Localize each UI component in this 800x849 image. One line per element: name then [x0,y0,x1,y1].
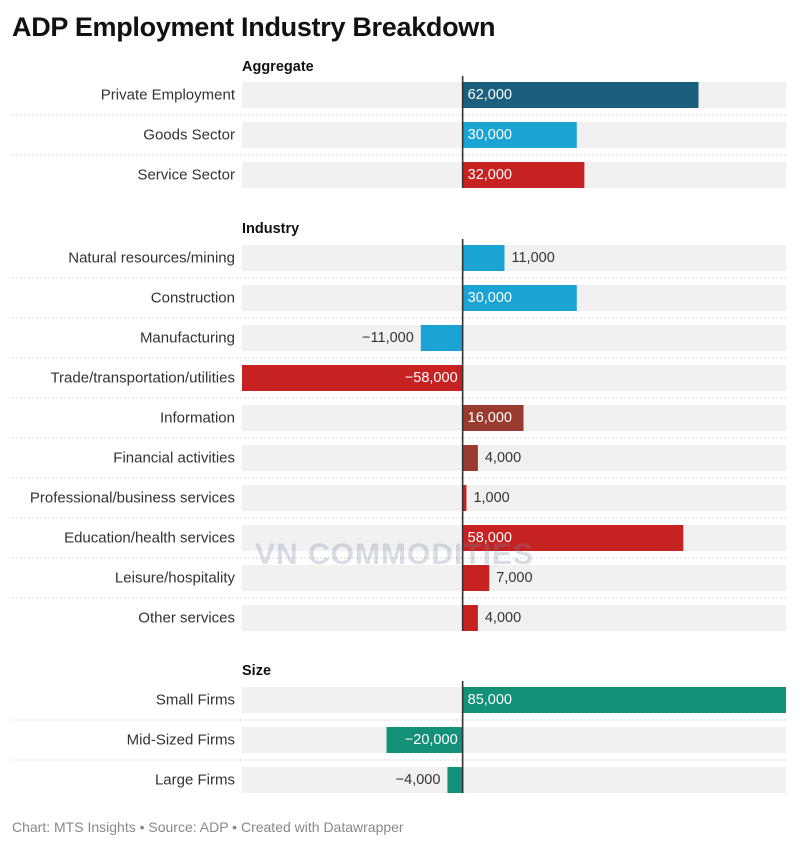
labels: Aggregate Private Employment 62,000 Goods S… [30,59,555,793]
watermark: VN COMMODITIES [255,538,535,571]
group-title: Aggregate [242,59,314,75]
group-title: Industry [242,221,299,237]
value-label: 32,000 [468,167,512,183]
chart-credit: Chart: MTS Insights • Source: ADP • Crea… [12,819,404,835]
bar [420,325,463,351]
category-label: Other services [138,610,235,627]
bar [462,485,467,511]
row-background [242,485,786,511]
category-label: Leisure/hospitality [115,570,236,587]
bar [462,525,684,551]
value-label: −20,000 [405,732,458,748]
category-label: Construction [151,290,235,307]
value-label: 62,000 [468,87,512,103]
value-label: 4,000 [485,450,521,466]
bar [462,122,577,148]
row-background [242,325,786,351]
bar [447,767,463,793]
bar [462,162,585,188]
bar [386,727,463,753]
bar [462,405,524,431]
value-label: 7,000 [496,570,532,586]
page-title: ADP Employment Industry Breakdown [12,12,496,42]
bar [462,687,786,713]
group-title: Size [242,663,271,679]
value-label: 58,000 [468,530,512,546]
row-background [242,245,786,271]
row-background [242,767,786,793]
category-label: Trade/transportation/utilities [50,370,235,387]
category-label: Information [160,410,235,427]
category-label: Natural resources/mining [68,250,235,267]
category-label: Large Firms [155,772,235,789]
value-label: 1,000 [473,490,509,506]
value-label: 30,000 [468,127,512,143]
category-label: Mid-Sized Firms [127,732,235,749]
value-label: 16,000 [468,410,512,426]
value-label: 4,000 [485,610,521,626]
category-label: Service Sector [137,167,235,184]
category-label: Manufacturing [140,330,235,347]
category-label: Goods Sector [143,127,235,144]
value-label: −4,000 [396,772,441,788]
category-label: Private Employment [101,87,236,104]
value-label: −58,000 [405,370,458,386]
value-label: 30,000 [468,290,512,306]
row-background [242,445,786,471]
row-background [242,565,786,591]
bar [462,445,478,471]
category-label: Professional/business services [30,490,235,507]
bar [462,605,478,631]
bar [462,565,490,591]
bars [242,82,786,793]
row-background [242,605,786,631]
bar [462,245,505,271]
category-label: Education/health services [64,530,235,547]
bar [462,82,699,108]
row-backgrounds [12,82,786,793]
value-label: −11,000 [362,330,414,346]
value-label: 11,000 [511,250,554,266]
category-label: Small Firms [156,692,235,709]
category-label: Financial activities [113,450,235,467]
row-background [242,727,786,753]
value-label: 85,000 [468,692,512,708]
bar [462,285,577,311]
bar [242,365,463,391]
